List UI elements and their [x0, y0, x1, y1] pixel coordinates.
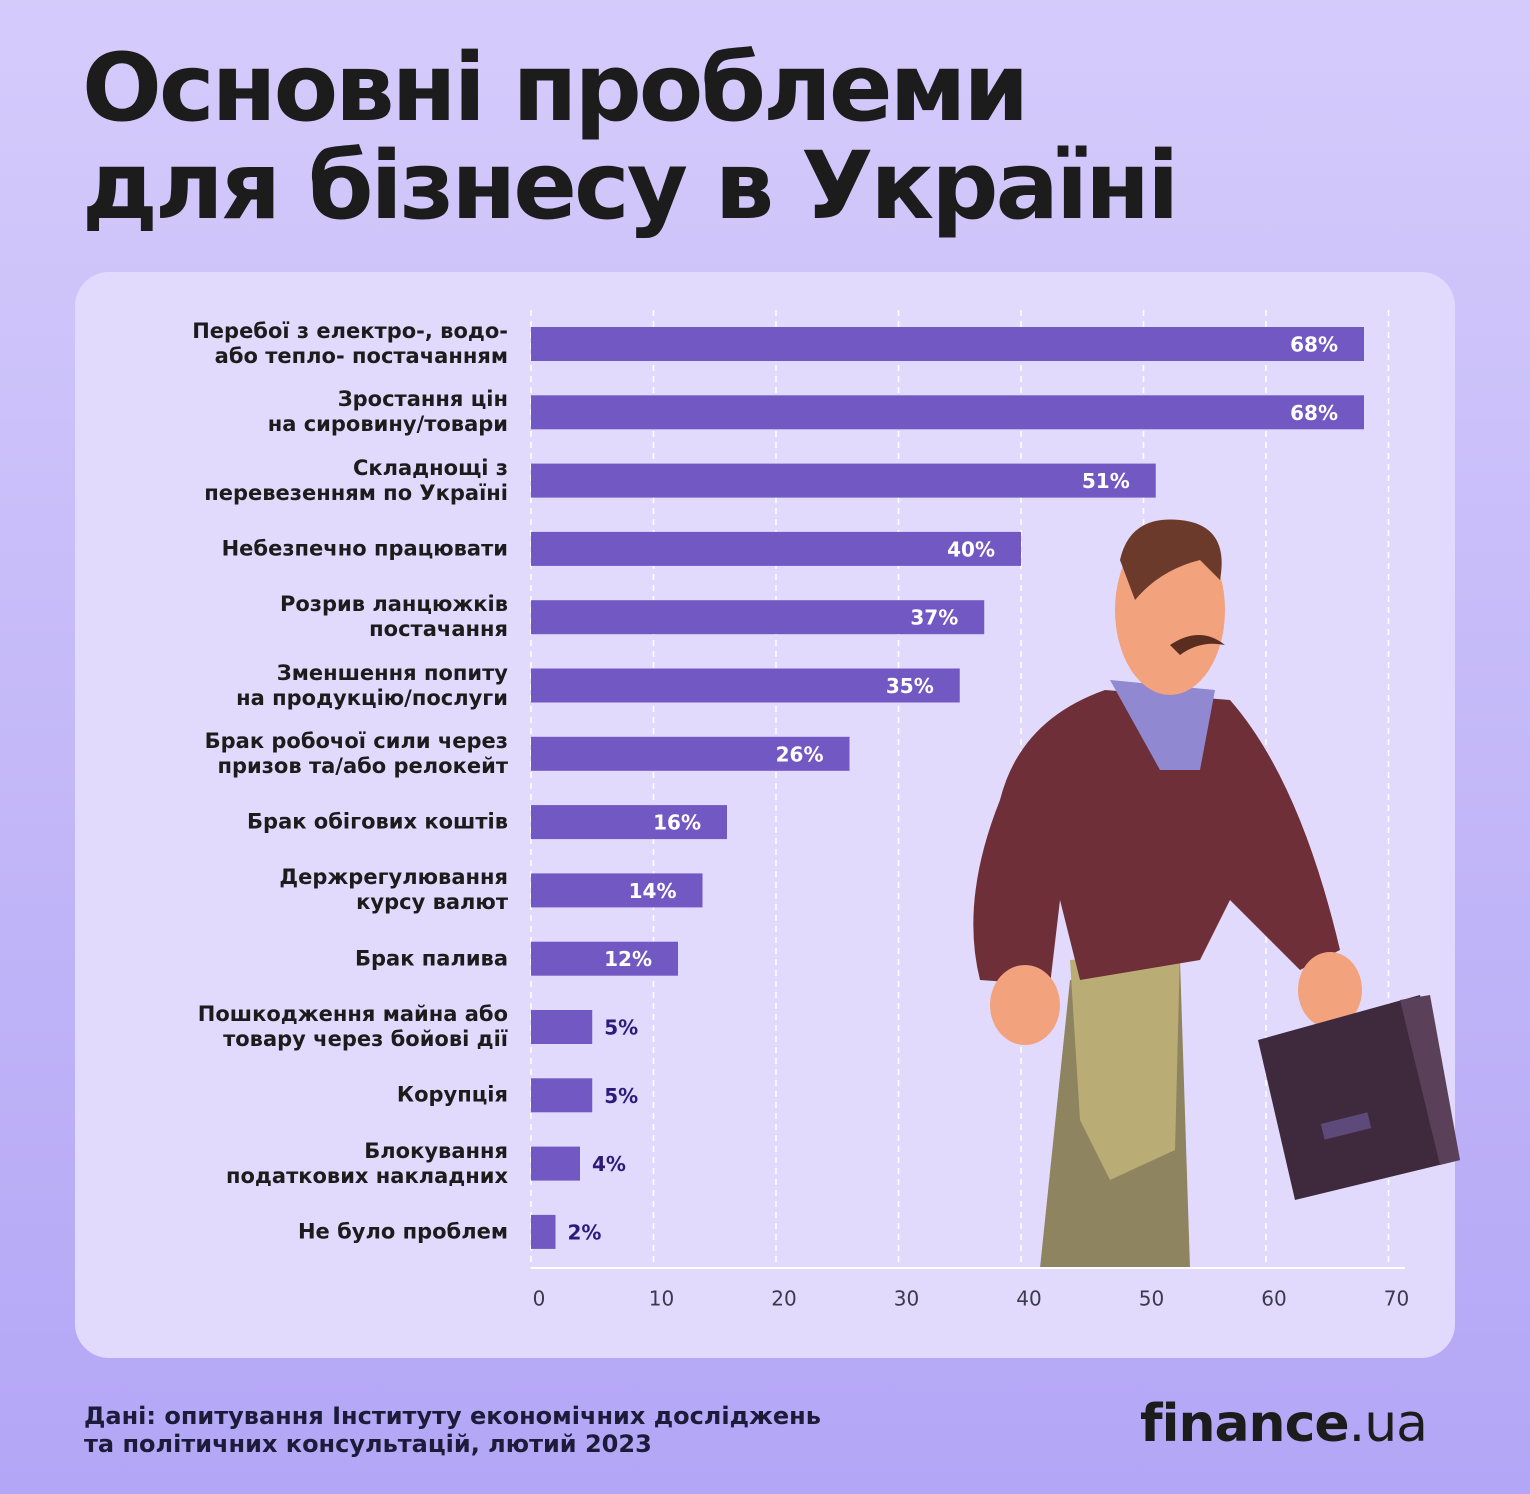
- category-label: Брак обігових коштів: [247, 809, 508, 834]
- value-label: 26%: [776, 742, 824, 766]
- value-label: 14%: [629, 879, 677, 903]
- category-label: Брак робочої сили через призов та/або ре…: [204, 728, 508, 778]
- category-label: Перебої з електро-, водо- або тепло- пос…: [192, 319, 508, 368]
- value-label: 35%: [886, 674, 934, 698]
- bar: [531, 1214, 556, 1249]
- value-label: 5%: [604, 1084, 638, 1108]
- bar: [531, 668, 960, 703]
- bar: [531, 736, 850, 771]
- bar: [531, 395, 1364, 430]
- x-tick-label: 10: [649, 1287, 674, 1311]
- x-tick-label: 60: [1261, 1287, 1286, 1311]
- logo-name: finance: [1140, 1394, 1350, 1454]
- logo-domain: .ua: [1348, 1394, 1428, 1454]
- category-label: Блокування податкових накладних: [226, 1138, 508, 1188]
- bar: [531, 805, 727, 840]
- value-label: 2%: [568, 1220, 602, 1244]
- category-label: Небезпечно працювати: [221, 536, 508, 561]
- x-tick-label: 70: [1384, 1287, 1409, 1311]
- category-label: Корупція: [396, 1082, 508, 1107]
- value-label: 16%: [653, 811, 701, 835]
- bar: [531, 1146, 580, 1181]
- bar: [531, 531, 1021, 566]
- bar: [531, 1010, 593, 1044]
- value-label: 4%: [592, 1152, 626, 1176]
- bar: [531, 1078, 593, 1113]
- value-label: 51%: [1082, 469, 1130, 493]
- value-label: 40%: [947, 537, 995, 561]
- bar: [531, 873, 703, 908]
- value-label: 12%: [604, 947, 652, 971]
- category-label: Складнощі з перевезенням по Україні: [204, 455, 508, 505]
- x-tick-label: 50: [1139, 1287, 1164, 1311]
- bar: [531, 600, 985, 635]
- x-tick-label: 20: [771, 1287, 796, 1311]
- x-tick-label: 30: [894, 1287, 919, 1311]
- category-label: Брак палива: [354, 946, 508, 971]
- value-label: 68%: [1290, 333, 1338, 357]
- category-label: Пошкодження майна або товару через бойов…: [197, 1002, 508, 1051]
- value-label: 68%: [1290, 401, 1338, 425]
- bar: [531, 327, 1364, 361]
- category-label: Не було проблем: [297, 1219, 508, 1244]
- logo: finance.ua: [1140, 1394, 1428, 1454]
- category-label: Розрив ланцюжків постачання: [279, 592, 508, 642]
- value-label: 37%: [910, 606, 958, 630]
- bar: [531, 941, 678, 976]
- category-label: Зменшення попиту на продукцію/послуги: [236, 660, 508, 710]
- title: Основні проблеми для бізнесу в Україні: [82, 34, 1179, 241]
- value-label: 5%: [604, 1016, 638, 1040]
- illustration: [973, 519, 1460, 1268]
- x-tick-label: 40: [1016, 1287, 1041, 1311]
- category-label: Держрегулювання курсу валют: [279, 865, 508, 915]
- source: Дані: опитування Інституту економічних д…: [84, 1402, 821, 1458]
- category-label: Зростання цін на сировину/товари: [267, 387, 508, 437]
- x-tick-label: 0: [533, 1287, 546, 1311]
- bar: [531, 463, 1156, 498]
